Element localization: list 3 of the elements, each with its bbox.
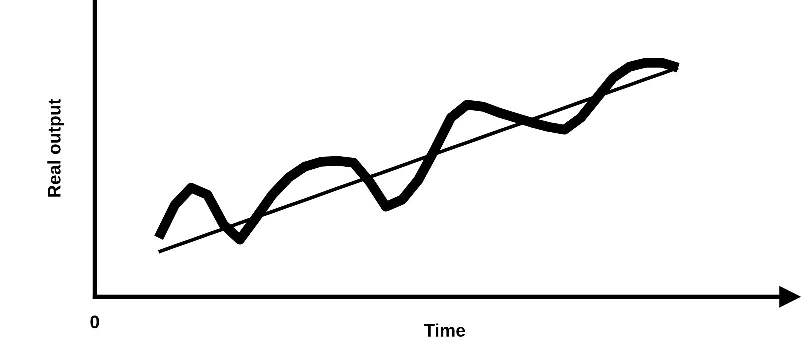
y-axis-title: Real output (48, 99, 64, 197)
x-axis-title: Time (424, 324, 466, 337)
text: 0 (90, 316, 100, 329)
